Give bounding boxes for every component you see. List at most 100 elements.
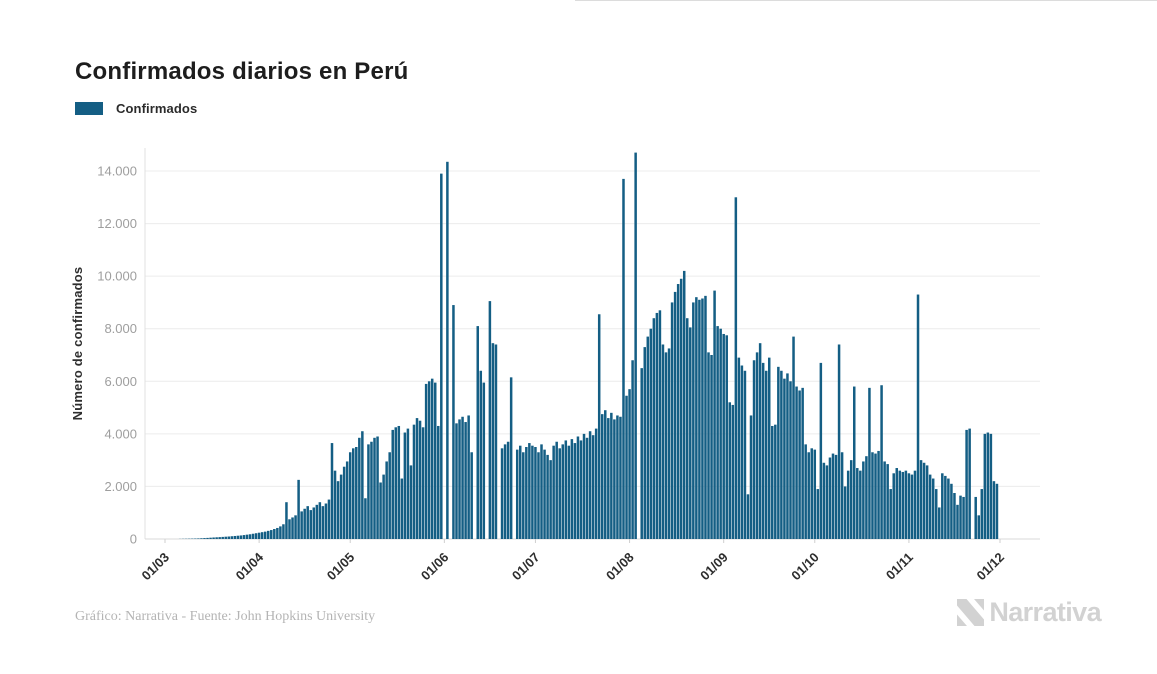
bar[interactable] xyxy=(931,478,935,539)
bar[interactable] xyxy=(947,478,950,539)
bar[interactable] xyxy=(364,498,367,539)
bar[interactable] xyxy=(983,433,987,539)
bar[interactable] xyxy=(239,535,243,539)
bar[interactable] xyxy=(215,537,218,539)
bar[interactable] xyxy=(771,425,774,539)
bar[interactable] xyxy=(379,482,382,539)
bar[interactable] xyxy=(877,450,880,539)
bar[interactable] xyxy=(315,504,319,539)
bar[interactable] xyxy=(358,437,361,539)
bar[interactable] xyxy=(218,537,221,539)
bar[interactable] xyxy=(786,373,789,539)
bar[interactable] xyxy=(631,360,634,539)
bar[interactable] xyxy=(992,481,996,539)
bar[interactable] xyxy=(212,537,215,539)
bar[interactable] xyxy=(455,423,458,539)
bar[interactable] xyxy=(424,383,428,539)
bar[interactable] xyxy=(254,533,258,539)
bar[interactable] xyxy=(780,370,783,539)
bar[interactable] xyxy=(604,410,607,539)
bar[interactable] xyxy=(837,344,841,539)
bar[interactable] xyxy=(628,389,631,539)
bar[interactable] xyxy=(415,418,419,539)
bar[interactable] xyxy=(342,466,346,539)
bar[interactable] xyxy=(734,197,738,539)
bar[interactable] xyxy=(919,460,923,539)
bar[interactable] xyxy=(944,475,947,539)
bar[interactable] xyxy=(421,427,425,539)
narrativa-logo[interactable]: Narrativa xyxy=(957,599,1102,626)
bar[interactable] xyxy=(743,370,747,539)
bar[interactable] xyxy=(309,510,313,539)
bar[interactable] xyxy=(761,362,765,539)
bar[interactable] xyxy=(330,443,334,539)
bar[interactable] xyxy=(667,348,671,539)
bar[interactable] xyxy=(285,502,288,539)
bar[interactable] xyxy=(440,173,443,539)
bar[interactable] xyxy=(355,447,358,539)
bar[interactable] xyxy=(655,312,659,539)
bar[interactable] xyxy=(682,270,686,539)
bar[interactable] xyxy=(288,519,291,539)
bar[interactable] xyxy=(509,377,513,539)
bar[interactable] xyxy=(515,449,519,539)
bar[interactable] xyxy=(898,470,902,539)
bar[interactable] xyxy=(588,431,592,539)
bar[interactable] xyxy=(907,473,911,539)
bar[interactable] xyxy=(306,506,309,539)
bar[interactable] xyxy=(400,478,404,539)
bar[interactable] xyxy=(986,432,990,539)
bar[interactable] xyxy=(813,449,817,539)
bar[interactable] xyxy=(868,387,871,539)
bar[interactable] xyxy=(458,419,461,539)
bar[interactable] xyxy=(336,481,340,539)
bar[interactable] xyxy=(764,370,768,539)
bar[interactable] xyxy=(318,502,322,539)
bar[interactable] xyxy=(437,425,440,539)
bar[interactable] xyxy=(367,444,370,539)
bar[interactable] xyxy=(376,436,379,539)
bar[interactable] xyxy=(391,429,394,539)
bar[interactable] xyxy=(525,447,528,539)
bar[interactable] xyxy=(324,503,328,539)
bar[interactable] xyxy=(567,445,571,539)
bar[interactable] xyxy=(260,532,264,539)
bar[interactable] xyxy=(494,344,498,539)
bar[interactable] xyxy=(540,444,543,539)
bar[interactable] xyxy=(573,443,577,539)
bar[interactable] xyxy=(622,178,625,539)
bar[interactable] xyxy=(710,355,713,539)
bar[interactable] xyxy=(597,314,601,539)
bar[interactable] xyxy=(883,461,886,539)
bar[interactable] xyxy=(385,461,388,539)
bar[interactable] xyxy=(382,474,385,539)
bar[interactable] xyxy=(731,404,735,539)
bar[interactable] xyxy=(701,298,704,539)
bar[interactable] xyxy=(348,452,352,539)
bar[interactable] xyxy=(959,495,962,539)
bar[interactable] xyxy=(752,360,756,539)
bar[interactable] xyxy=(613,419,616,539)
bar[interactable] xyxy=(749,415,753,539)
bar[interactable] xyxy=(755,352,759,539)
bar[interactable] xyxy=(874,453,877,539)
bar[interactable] xyxy=(576,436,580,539)
bar[interactable] xyxy=(236,535,240,539)
bar[interactable] xyxy=(594,428,598,539)
bar[interactable] xyxy=(321,506,325,539)
bar[interactable] xyxy=(570,439,574,539)
bar[interactable] xyxy=(819,362,823,539)
bar[interactable] xyxy=(774,424,777,539)
bar[interactable] xyxy=(816,489,820,539)
bar[interactable] xyxy=(616,415,619,539)
bar[interactable] xyxy=(895,468,899,539)
bar[interactable] xyxy=(433,382,437,539)
bar[interactable] xyxy=(664,352,668,539)
bar[interactable] xyxy=(470,452,473,539)
bar[interactable] xyxy=(740,365,744,539)
bar[interactable] xyxy=(798,390,801,539)
bar[interactable] xyxy=(427,381,431,539)
bar[interactable] xyxy=(221,536,224,539)
bar[interactable] xyxy=(600,414,604,539)
bar[interactable] xyxy=(591,435,595,539)
